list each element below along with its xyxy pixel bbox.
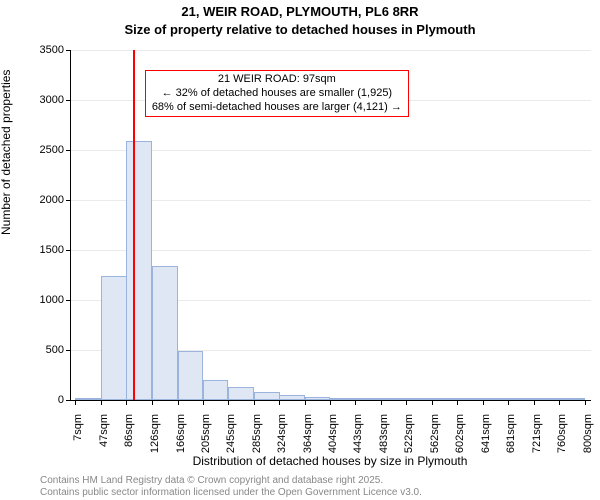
y-tick-label: 1500 <box>14 244 64 256</box>
y-tick-label: 0 <box>14 394 64 406</box>
x-tick-mark <box>203 400 204 405</box>
y-tick-label: 2000 <box>14 194 64 206</box>
histogram-bar <box>178 351 204 400</box>
histogram-bar <box>406 398 432 400</box>
x-tick-label: 721sqm <box>531 414 543 453</box>
x-tick-label: 86sqm <box>123 414 135 447</box>
x-tick-mark <box>508 400 509 405</box>
histogram-bar <box>75 398 101 400</box>
x-tick-label: 126sqm <box>149 414 161 453</box>
histogram-bar <box>279 395 305 400</box>
x-tick-label: 404sqm <box>327 414 339 453</box>
x-tick-mark <box>585 400 586 405</box>
y-tick-mark <box>66 50 71 51</box>
x-tick-label: 562sqm <box>429 414 441 453</box>
x-tick-label: 285sqm <box>251 414 263 453</box>
histogram-bar <box>152 266 178 400</box>
x-tick-label: 522sqm <box>403 414 415 453</box>
x-tick-mark <box>406 400 407 405</box>
x-tick-mark <box>279 400 280 405</box>
x-tick-mark <box>483 400 484 405</box>
x-tick-mark <box>305 400 306 405</box>
x-tick-mark <box>534 400 535 405</box>
reference-line <box>133 50 135 400</box>
histogram-bar <box>101 276 127 400</box>
chart-title-line2: Size of property relative to detached ho… <box>0 22 600 37</box>
x-tick-mark <box>101 400 102 405</box>
histogram-bar <box>126 141 152 400</box>
histogram-bar <box>254 392 280 400</box>
grid-line <box>71 50 591 51</box>
x-tick-mark <box>228 400 229 405</box>
x-tick-mark <box>330 400 331 405</box>
x-tick-mark <box>355 400 356 405</box>
x-tick-label: 324sqm <box>276 414 288 453</box>
y-tick-mark <box>66 200 71 201</box>
x-tick-label: 681sqm <box>505 414 517 453</box>
x-tick-label: 800sqm <box>582 414 594 453</box>
y-tick-mark <box>66 250 71 251</box>
annotation-line-1: 21 WEIR ROAD: 97sqm <box>152 73 402 87</box>
y-tick-label: 3000 <box>14 94 64 106</box>
plot-area: 21 WEIR ROAD: 97sqm← 32% of detached hou… <box>70 50 591 401</box>
y-tick-label: 2500 <box>14 144 64 156</box>
histogram-bar <box>203 380 229 400</box>
x-tick-mark <box>254 400 255 405</box>
y-tick-label: 3500 <box>14 44 64 56</box>
histogram-bar <box>457 398 483 400</box>
histogram-bar <box>228 387 254 400</box>
histogram-bar <box>483 398 509 400</box>
chart-title-line1: 21, WEIR ROAD, PLYMOUTH, PL6 8RR <box>0 4 600 19</box>
histogram-bar <box>432 398 458 400</box>
y-axis-label: Number of detached properties <box>0 70 13 235</box>
x-tick-label: 443sqm <box>352 414 364 453</box>
y-tick-mark <box>66 150 71 151</box>
chart-container: 21, WEIR ROAD, PLYMOUTH, PL6 8RR Size of… <box>0 0 600 500</box>
y-tick-mark <box>66 400 71 401</box>
x-tick-mark <box>126 400 127 405</box>
y-tick-mark <box>66 100 71 101</box>
y-tick-label: 500 <box>14 344 64 356</box>
histogram-bar <box>355 398 381 400</box>
histogram-bar <box>330 398 356 400</box>
x-axis-label: Distribution of detached houses by size … <box>70 454 590 468</box>
x-tick-label: 205sqm <box>200 414 212 453</box>
x-tick-label: 7sqm <box>72 414 84 441</box>
x-tick-label: 47sqm <box>98 414 110 447</box>
y-tick-label: 1000 <box>14 294 64 306</box>
histogram-bar <box>508 398 534 400</box>
y-tick-mark <box>66 300 71 301</box>
x-tick-mark <box>178 400 179 405</box>
x-tick-label: 364sqm <box>302 414 314 453</box>
histogram-bar <box>381 398 407 400</box>
annotation-box: 21 WEIR ROAD: 97sqm← 32% of detached hou… <box>145 70 409 117</box>
x-tick-label: 483sqm <box>378 414 390 453</box>
credits-text: Contains HM Land Registry data © Crown c… <box>40 475 422 498</box>
x-tick-label: 602sqm <box>454 414 466 453</box>
histogram-bar <box>559 398 585 400</box>
y-tick-mark <box>66 350 71 351</box>
x-tick-label: 641sqm <box>480 414 492 453</box>
x-tick-label: 245sqm <box>225 414 237 453</box>
histogram-bar <box>305 397 331 401</box>
x-tick-mark <box>152 400 153 405</box>
x-tick-mark <box>559 400 560 405</box>
x-tick-mark <box>457 400 458 405</box>
x-tick-mark <box>381 400 382 405</box>
x-tick-label: 760sqm <box>556 414 568 453</box>
histogram-bar <box>534 398 560 400</box>
x-tick-mark <box>75 400 76 405</box>
x-tick-mark <box>432 400 433 405</box>
x-tick-label: 166sqm <box>175 414 187 453</box>
annotation-line-2: ← 32% of detached houses are smaller (1,… <box>152 87 402 101</box>
annotation-line-3: 68% of semi-detached houses are larger (… <box>152 101 402 115</box>
